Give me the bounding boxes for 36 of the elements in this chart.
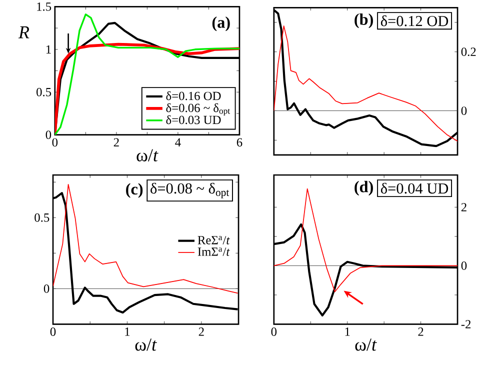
x-tick-label: 2	[198, 327, 204, 336]
annotation: δ=0.04 UD	[380, 182, 448, 194]
x-tick-label: 2	[114, 138, 119, 146]
x-axis-title: ω/t	[135, 338, 157, 351]
x-tick-label: 4	[175, 138, 181, 146]
x-tick-label: 1	[345, 327, 350, 336]
y-tick-label: 1.5	[37, 2, 52, 11]
legend-label: ReΣ$^{a}$/t	[198, 236, 230, 244]
y-tick-label: 2	[461, 202, 466, 212]
annotation: δ=0.08 ~ δ$_{opt}$	[150, 182, 230, 198]
x-axis-title: ω/t	[355, 338, 377, 351]
x-tick-label: 2	[418, 327, 424, 336]
x-tick-label: 0	[271, 327, 277, 336]
chart-title: (b)	[354, 13, 373, 28]
x-axis-title: ω/t	[136, 149, 158, 162]
text: (a)	[212, 16, 230, 31]
y-tick-label: 0	[46, 130, 52, 139]
y-tick-label: 0	[461, 106, 467, 115]
x-tick-label: 6	[236, 138, 242, 146]
legend-label: δ=0.03 UD	[166, 115, 221, 124]
x-tick-label: 1	[125, 327, 130, 336]
y-tick-label: 0.5	[34, 213, 50, 222]
legend-label: δ=0.06 ~ δ$_{opt}$	[166, 103, 230, 116]
annotation: δ=0.12 OD	[380, 15, 448, 26]
legend-label: ImΣ$^{a}$/t	[198, 247, 230, 256]
y-tick-label: 0.5	[36, 88, 52, 96]
x-tick-label: 0	[52, 138, 58, 146]
y-tick-label: 1	[46, 45, 51, 54]
chart-title: (c)	[126, 183, 143, 198]
y-tick-label: 0.2	[461, 47, 476, 56]
y-tick-label: -2	[461, 320, 471, 328]
chart-title: (d)	[354, 180, 373, 196]
y-axis-title: R	[18, 26, 30, 38]
legend-label: δ=0.16 OD	[166, 91, 221, 100]
y-tick-label: 0	[44, 284, 50, 293]
y-tick-label: 0	[461, 261, 467, 270]
